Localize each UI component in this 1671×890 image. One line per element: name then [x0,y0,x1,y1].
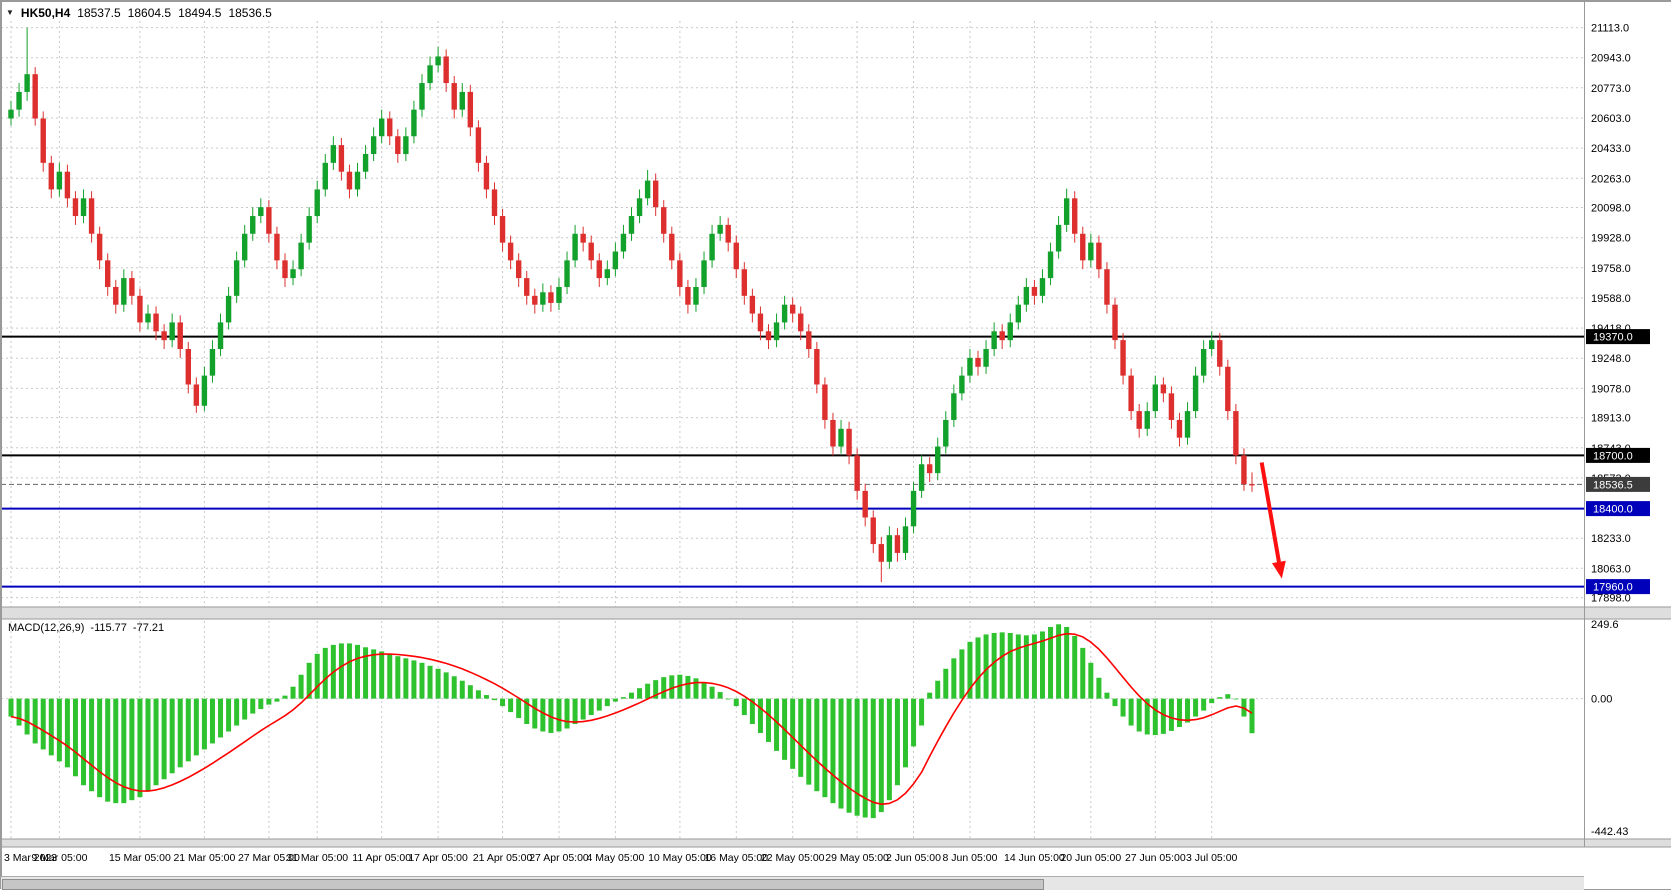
svg-text:19588.0: 19588.0 [1591,293,1631,305]
svg-text:19078.0: 19078.0 [1591,383,1631,395]
svg-text:20943.0: 20943.0 [1591,53,1631,65]
low-value: 18494.5 [178,6,221,20]
svg-text:8 Jun 05:00: 8 Jun 05:00 [943,852,998,864]
close-value: 18536.5 [228,6,271,20]
svg-text:29 May 05:00: 29 May 05:00 [825,852,889,864]
svg-text:20263.0: 20263.0 [1591,173,1631,185]
svg-text:11 Apr 05:00: 11 Apr 05:00 [352,852,411,864]
svg-text:27 Apr 05:00: 27 Apr 05:00 [529,852,589,864]
svg-text:19248.0: 19248.0 [1591,353,1631,365]
svg-text:16 May 05:00: 16 May 05:00 [704,852,768,864]
svg-text:-442.43: -442.43 [1591,826,1628,838]
svg-text:19758.0: 19758.0 [1591,263,1631,275]
svg-text:21 Mar 05:00: 21 Mar 05:00 [173,852,235,864]
svg-text:4 May 05:00: 4 May 05:00 [587,852,645,864]
symbol-period-label: HK50,H4 [21,6,70,20]
svg-text:20603.0: 20603.0 [1591,113,1631,125]
svg-text:27 Jun 05:00: 27 Jun 05:00 [1125,852,1186,864]
svg-text:21113.0: 21113.0 [1591,23,1629,35]
chart-dropdown-icon[interactable]: ▼ [6,9,14,17]
svg-text:0.00: 0.00 [1591,694,1612,706]
svg-text:20098.0: 20098.0 [1591,203,1631,215]
svg-text:18233.0: 18233.0 [1591,533,1631,545]
high-value: 18604.5 [128,6,171,20]
svg-text:2 Jun 05:00: 2 Jun 05:00 [886,852,941,864]
pane-separator[interactable] [1,607,1671,619]
svg-text:9 Mar 05:00: 9 Mar 05:00 [31,852,87,864]
price-axis-badge-text: 19370.0 [1593,332,1633,344]
macd-name-label: MACD(12,26,9) [8,622,84,634]
svg-text:20433.0: 20433.0 [1591,143,1631,155]
svg-text:249.6: 249.6 [1591,619,1619,631]
svg-text:17 Apr 05:00: 17 Apr 05:00 [408,852,468,864]
svg-text:18063.0: 18063.0 [1591,563,1631,575]
svg-text:14 Jun 05:00: 14 Jun 05:00 [1004,852,1065,864]
symbol-ohlc-label: ▼ HK50,H4 18537.5 18604.5 18494.5 18536.… [6,6,272,20]
horizontal-scrollbar[interactable] [1,876,1584,890]
svg-text:17898.0: 17898.0 [1591,593,1631,605]
scrollbar-thumb[interactable] [2,879,1044,890]
price-axis-badge-text: 18400.0 [1593,504,1633,516]
pane-separator[interactable] [1,839,1671,847]
svg-text:18913.0: 18913.0 [1591,413,1631,425]
svg-text:10 May 05:00: 10 May 05:00 [648,852,712,864]
price-axis-badge-text: 18700.0 [1593,450,1633,462]
svg-text:19928.0: 19928.0 [1591,233,1631,245]
svg-text:20773.0: 20773.0 [1591,83,1631,95]
open-value: 18537.5 [77,6,120,20]
svg-text:15 Mar 05:00: 15 Mar 05:00 [109,852,171,864]
svg-text:31 Mar 05:00: 31 Mar 05:00 [286,852,348,864]
macd-signal-value: -77.21 [133,622,164,634]
price-axis-badge-text: 18536.5 [1593,479,1633,491]
macd-main-value: -115.77 [90,622,127,634]
svg-text:20 Jun 05:00: 20 Jun 05:00 [1060,852,1121,864]
svg-text:22 May 05:00: 22 May 05:00 [761,852,825,864]
macd-indicator-label: MACD(12,26,9) -115.77 -77.21 [8,622,164,634]
svg-text:21 Apr 05:00: 21 Apr 05:00 [473,852,533,864]
price-axis-badge-text: 17960.0 [1593,582,1633,594]
svg-text:3 Jul 05:00: 3 Jul 05:00 [1186,852,1238,864]
